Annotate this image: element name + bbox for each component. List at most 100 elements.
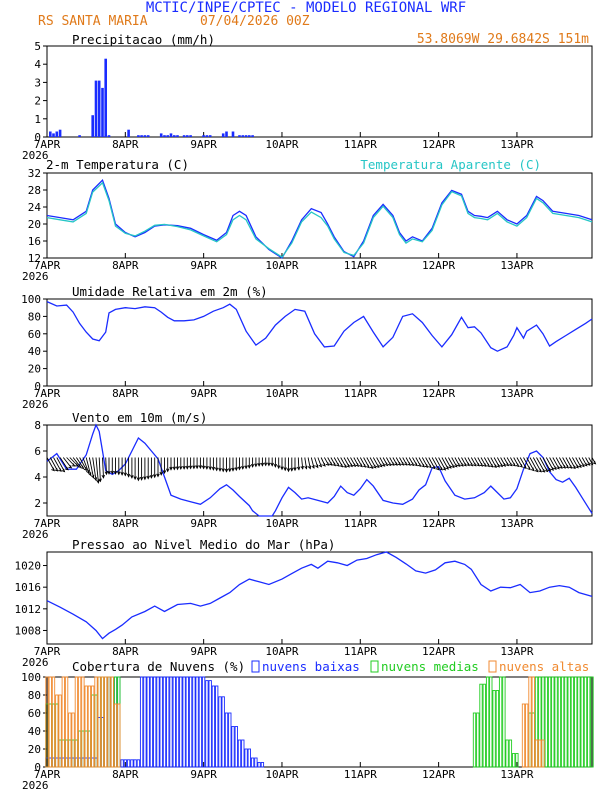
wind-arrow-head xyxy=(280,466,284,471)
wind-arrow-head xyxy=(589,461,594,466)
header-run: 07/04/2026 00Z xyxy=(200,14,310,29)
wind-arrow-head xyxy=(185,465,190,470)
cloud-bar-blue xyxy=(198,676,203,768)
panel-title-pressure: Pressao ao Nivel Medio do Mar (hPa) xyxy=(72,537,335,552)
cloud-bar-orange xyxy=(525,703,529,768)
cloud-bar-green xyxy=(508,739,513,768)
x-tick-label-pressure: 7APR xyxy=(34,645,61,658)
y-tick-label-humidity: 60 xyxy=(28,328,41,341)
wind-arrow-head xyxy=(541,468,546,473)
wind-arrow-head xyxy=(556,465,560,470)
legend-box-altas xyxy=(488,660,497,673)
wind-arrow-head xyxy=(538,468,542,473)
wind-arrow-head xyxy=(162,470,167,475)
panel-wind: Vento em 10m (m/s) 2 4 6 8 7APR 8APR 9APR 10APR… xyxy=(22,410,597,541)
cloud-bar-orange xyxy=(538,739,542,768)
wind-arrow-head xyxy=(421,463,425,468)
wind-arrow-head xyxy=(499,463,504,468)
wind-arrow-head xyxy=(241,466,245,470)
y-tick-label-clouds: 100 xyxy=(21,671,41,684)
wind-arrow-head xyxy=(493,464,497,468)
x-tick-label-humidity: 12APR xyxy=(422,387,455,400)
wind-arrow-head xyxy=(394,462,398,466)
wind-arrow-head xyxy=(250,464,255,468)
wind-arrow-head xyxy=(231,467,235,472)
cloud-bar-green xyxy=(512,753,516,768)
wind-arrow-head xyxy=(375,464,380,468)
wind-arrow-head xyxy=(466,462,470,467)
precip-bar xyxy=(127,129,130,137)
precip-bar xyxy=(58,129,62,137)
header-station: RS SANTA MARIA xyxy=(38,14,148,29)
x-year-label-wind: 2026 xyxy=(22,528,49,541)
x-tick-label-pressure: 8APR xyxy=(112,645,139,658)
wind-arrow-head xyxy=(527,466,531,471)
cloud-bar-orange xyxy=(91,685,95,768)
wind-arrow xyxy=(105,457,107,475)
y-tick-label-pressure: 1020 xyxy=(15,560,42,573)
x-tick-label-temperature: 10APR xyxy=(265,259,298,272)
x-tick-label-clouds: 13APR xyxy=(500,768,533,781)
wind-arrow-head xyxy=(293,467,297,472)
wind-arrow-head xyxy=(534,468,539,473)
cloud-bar-green xyxy=(551,676,555,768)
legend-label-baixas: nuvens baixas xyxy=(262,659,360,674)
cloud-bar-blue xyxy=(208,680,212,768)
wind-arrow-head xyxy=(113,471,118,475)
x-tick-label-precip: 11APR xyxy=(344,138,377,151)
x-tick-label-clouds: 12APR xyxy=(422,768,455,781)
wind-arrow xyxy=(56,457,65,472)
cloud-bar-green xyxy=(557,676,562,768)
y-tick-label-temperature: 32 xyxy=(28,167,41,180)
series-line-humidity-0 xyxy=(46,301,593,352)
x-tick-label-pressure: 10APR xyxy=(265,645,298,658)
wind-arrow-head xyxy=(61,468,66,473)
plot-frame-temperature xyxy=(46,172,593,259)
wind-arrow-head xyxy=(165,468,170,473)
wind-arrow-head xyxy=(565,464,570,469)
wind-arrow-head xyxy=(182,466,186,470)
wind-arrow-head xyxy=(110,470,115,475)
wind-arrow-head xyxy=(346,463,350,468)
wind-arrow-head xyxy=(74,463,79,467)
wind-arrow-head xyxy=(283,467,287,472)
cloud-bar-blue xyxy=(244,748,248,768)
precip-bar xyxy=(163,135,166,137)
wind-arrow-head xyxy=(417,463,422,467)
cloud-bar-green xyxy=(570,676,575,768)
wind-arrow-head xyxy=(172,466,177,471)
wind-arrow-head xyxy=(349,463,353,468)
y-tick-label-wind: 6 xyxy=(34,445,41,458)
wind-arrow-head xyxy=(228,468,232,473)
wind-arrow-head xyxy=(583,462,588,467)
cloud-bar-blue xyxy=(218,696,222,768)
wind-arrow-head xyxy=(156,473,160,478)
wind-arrow xyxy=(297,457,300,470)
precip-bar xyxy=(251,135,254,137)
wind-arrow-head xyxy=(476,462,480,467)
header-location: 53.8069W 29.6842S 151m xyxy=(417,32,589,47)
wind-arrow-head xyxy=(397,462,402,466)
x-tick-label-humidity: 8APR xyxy=(112,387,139,400)
wind-arrow-head xyxy=(453,463,458,468)
precip-bar xyxy=(221,133,225,137)
precip-bar xyxy=(49,131,52,137)
wind-arrow-head xyxy=(149,475,154,479)
wind-arrow-head xyxy=(463,462,467,467)
wind-arrow-head xyxy=(101,474,105,479)
wind-arrow-head xyxy=(479,463,484,467)
y-tick-label-wind: 8 xyxy=(34,419,41,432)
cloud-bar-blue xyxy=(172,676,176,768)
temperature-legend: Temperatura Aparente (C) xyxy=(360,157,541,172)
precip-bar xyxy=(146,135,150,137)
cloud-bar-orange xyxy=(64,676,69,768)
cloud-bar-green xyxy=(489,676,493,768)
cloud-bar-blue xyxy=(149,676,154,768)
wind-arrow-head xyxy=(482,463,487,468)
wind-arrow-head xyxy=(519,464,523,468)
panel-pressure: Pressao ao Nivel Medio do Mar (hPa) 1008… xyxy=(15,537,593,669)
x-year-label-clouds: 2026 xyxy=(22,779,49,792)
wind-arrow-head xyxy=(224,468,229,473)
x-tick-label-temperature: 11APR xyxy=(344,259,377,272)
y-tick-label-clouds: 80 xyxy=(28,689,41,702)
